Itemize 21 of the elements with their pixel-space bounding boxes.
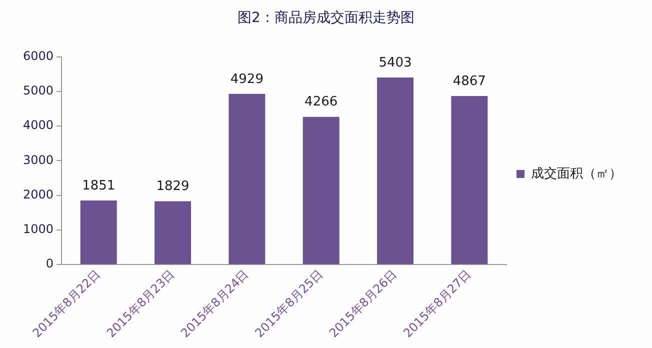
bar: [302, 116, 340, 264]
data-label: 1851: [82, 178, 116, 194]
data-label: 4867: [452, 74, 486, 89]
y-tick-label: 4000: [22, 118, 54, 132]
bar: [228, 94, 266, 264]
legend-label: 成交面积（㎡）: [531, 165, 622, 182]
bar: [154, 201, 192, 264]
data-label: 4266: [304, 94, 338, 110]
bar: [451, 96, 488, 264]
y-tick-label: 2000: [22, 187, 54, 202]
data-label: 1829: [156, 179, 190, 194]
bar: [80, 200, 117, 264]
y-tick-label: 0: [46, 256, 54, 271]
y-tick-label: 1000: [22, 222, 54, 236]
data-label: 4929: [230, 72, 264, 87]
data-label: 5403: [378, 55, 412, 70]
chart-title: 图2：商品房成交面积走势图: [238, 10, 414, 26]
y-tick-label: 6000: [22, 48, 54, 63]
bar: [377, 77, 414, 264]
y-tick-label: 5000: [22, 84, 54, 98]
y-tick-label: 3000: [22, 152, 54, 167]
